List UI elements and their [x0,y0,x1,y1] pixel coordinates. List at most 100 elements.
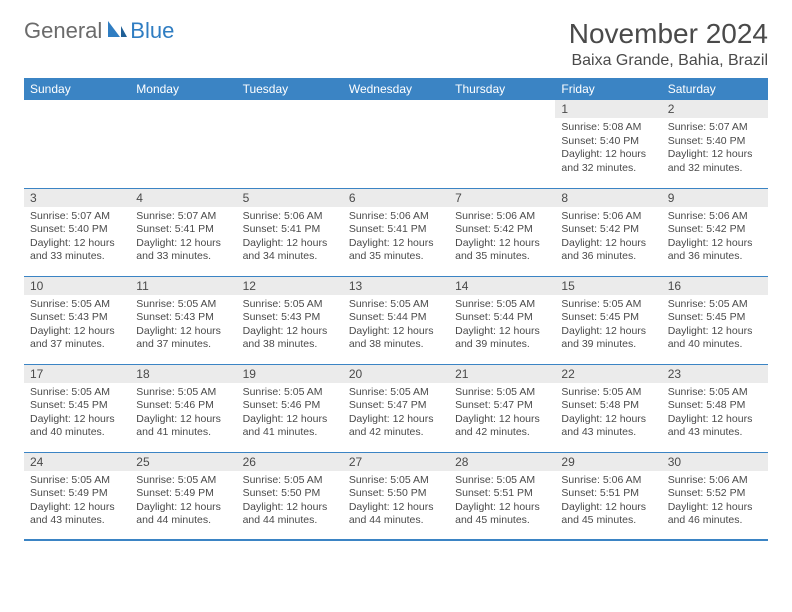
daylight-text: and 40 minutes. [30,426,124,440]
sunrise-text: Sunrise: 5:07 AM [136,210,230,224]
daylight-text: Daylight: 12 hours [668,501,762,515]
sunrise-text: Sunrise: 5:05 AM [455,298,549,312]
sunrise-text: Sunrise: 5:05 AM [668,386,762,400]
day-number: 19 [237,365,343,383]
sunrise-text: Sunrise: 5:07 AM [668,121,762,135]
day-body: Sunrise: 5:05 AMSunset: 5:43 PMDaylight:… [24,295,130,357]
sunset-text: Sunset: 5:44 PM [349,311,443,325]
calendar-cell: 19Sunrise: 5:05 AMSunset: 5:46 PMDayligh… [237,364,343,452]
weekday-header: Friday [555,78,661,100]
day-body: Sunrise: 5:05 AMSunset: 5:48 PMDaylight:… [555,383,661,445]
day-number: 18 [130,365,236,383]
calendar-cell: 24Sunrise: 5:05 AMSunset: 5:49 PMDayligh… [24,452,130,540]
daylight-text: and 36 minutes. [561,250,655,264]
day-number: 13 [343,277,449,295]
day-body: Sunrise: 5:05 AMSunset: 5:45 PMDaylight:… [662,295,768,357]
sunrise-text: Sunrise: 5:05 AM [349,298,443,312]
calendar-cell: 3Sunrise: 5:07 AMSunset: 5:40 PMDaylight… [24,188,130,276]
day-number: 15 [555,277,661,295]
day-number: 12 [237,277,343,295]
daylight-text: and 32 minutes. [561,162,655,176]
daylight-text: Daylight: 12 hours [455,501,549,515]
weekday-header: Wednesday [343,78,449,100]
daylight-text: and 42 minutes. [349,426,443,440]
sunrise-text: Sunrise: 5:06 AM [668,210,762,224]
sunrise-text: Sunrise: 5:05 AM [561,298,655,312]
day-number: 29 [555,453,661,471]
sunset-text: Sunset: 5:52 PM [668,487,762,501]
daylight-text: and 44 minutes. [136,514,230,528]
daylight-text: and 34 minutes. [243,250,337,264]
day-body: Sunrise: 5:05 AMSunset: 5:47 PMDaylight:… [449,383,555,445]
day-number: 30 [662,453,768,471]
daylight-text: and 39 minutes. [455,338,549,352]
day-body: Sunrise: 5:05 AMSunset: 5:49 PMDaylight:… [130,471,236,533]
day-body: Sunrise: 5:06 AMSunset: 5:41 PMDaylight:… [343,207,449,269]
calendar-cell: 20Sunrise: 5:05 AMSunset: 5:47 PMDayligh… [343,364,449,452]
daylight-text: and 40 minutes. [668,338,762,352]
day-number: 7 [449,189,555,207]
day-body: Sunrise: 5:05 AMSunset: 5:45 PMDaylight:… [555,295,661,357]
sunrise-text: Sunrise: 5:06 AM [561,210,655,224]
sunrise-text: Sunrise: 5:05 AM [668,298,762,312]
daylight-text: Daylight: 12 hours [349,413,443,427]
sunset-text: Sunset: 5:46 PM [136,399,230,413]
daylight-text: and 36 minutes. [668,250,762,264]
day-number: 21 [449,365,555,383]
day-body: Sunrise: 5:05 AMSunset: 5:50 PMDaylight:… [237,471,343,533]
sunrise-text: Sunrise: 5:05 AM [349,386,443,400]
sunset-text: Sunset: 5:40 PM [668,135,762,149]
sunrise-text: Sunrise: 5:05 AM [30,386,124,400]
daylight-text: Daylight: 12 hours [243,237,337,251]
day-body: Sunrise: 5:06 AMSunset: 5:41 PMDaylight:… [237,207,343,269]
location-text: Baixa Grande, Bahia, Brazil [569,52,768,70]
sunset-text: Sunset: 5:43 PM [136,311,230,325]
day-body: Sunrise: 5:06 AMSunset: 5:51 PMDaylight:… [555,471,661,533]
sunset-text: Sunset: 5:50 PM [349,487,443,501]
daylight-text: Daylight: 12 hours [668,237,762,251]
daylight-text: and 37 minutes. [30,338,124,352]
sunrise-text: Sunrise: 5:06 AM [349,210,443,224]
calendar-table: Sunday Monday Tuesday Wednesday Thursday… [24,78,768,541]
daylight-text: Daylight: 12 hours [243,413,337,427]
day-number: 28 [449,453,555,471]
daylight-text: Daylight: 12 hours [561,325,655,339]
calendar-row: 3Sunrise: 5:07 AMSunset: 5:40 PMDaylight… [24,188,768,276]
day-body: Sunrise: 5:06 AMSunset: 5:42 PMDaylight:… [555,207,661,269]
calendar-cell [130,100,236,188]
daylight-text: Daylight: 12 hours [668,148,762,162]
day-number: 16 [662,277,768,295]
day-number: 8 [555,189,661,207]
calendar-cell: 12Sunrise: 5:05 AMSunset: 5:43 PMDayligh… [237,276,343,364]
calendar-cell: 14Sunrise: 5:05 AMSunset: 5:44 PMDayligh… [449,276,555,364]
calendar-cell: 15Sunrise: 5:05 AMSunset: 5:45 PMDayligh… [555,276,661,364]
calendar-row: 1Sunrise: 5:08 AMSunset: 5:40 PMDaylight… [24,100,768,188]
sunset-text: Sunset: 5:42 PM [455,223,549,237]
day-number: 10 [24,277,130,295]
header-row: General Blue November 2024 Baixa Grande,… [24,18,768,70]
sunrise-text: Sunrise: 5:05 AM [349,474,443,488]
day-body: Sunrise: 5:05 AMSunset: 5:51 PMDaylight:… [449,471,555,533]
day-body: Sunrise: 5:06 AMSunset: 5:42 PMDaylight:… [662,207,768,269]
daylight-text: and 33 minutes. [30,250,124,264]
calendar-cell: 28Sunrise: 5:05 AMSunset: 5:51 PMDayligh… [449,452,555,540]
sunrise-text: Sunrise: 5:05 AM [243,298,337,312]
day-number: 25 [130,453,236,471]
day-body: Sunrise: 5:05 AMSunset: 5:50 PMDaylight:… [343,471,449,533]
daylight-text: and 35 minutes. [349,250,443,264]
day-number: 24 [24,453,130,471]
sunrise-text: Sunrise: 5:05 AM [30,474,124,488]
daylight-text: and 45 minutes. [561,514,655,528]
daylight-text: Daylight: 12 hours [136,413,230,427]
day-number: 1 [555,100,661,118]
daylight-text: Daylight: 12 hours [136,237,230,251]
day-body: Sunrise: 5:05 AMSunset: 5:43 PMDaylight:… [237,295,343,357]
sunrise-text: Sunrise: 5:05 AM [455,474,549,488]
day-body: Sunrise: 5:05 AMSunset: 5:49 PMDaylight:… [24,471,130,533]
daylight-text: and 33 minutes. [136,250,230,264]
calendar-cell [237,100,343,188]
weekday-header: Monday [130,78,236,100]
daylight-text: and 35 minutes. [455,250,549,264]
daylight-text: and 46 minutes. [668,514,762,528]
weekday-header: Tuesday [237,78,343,100]
